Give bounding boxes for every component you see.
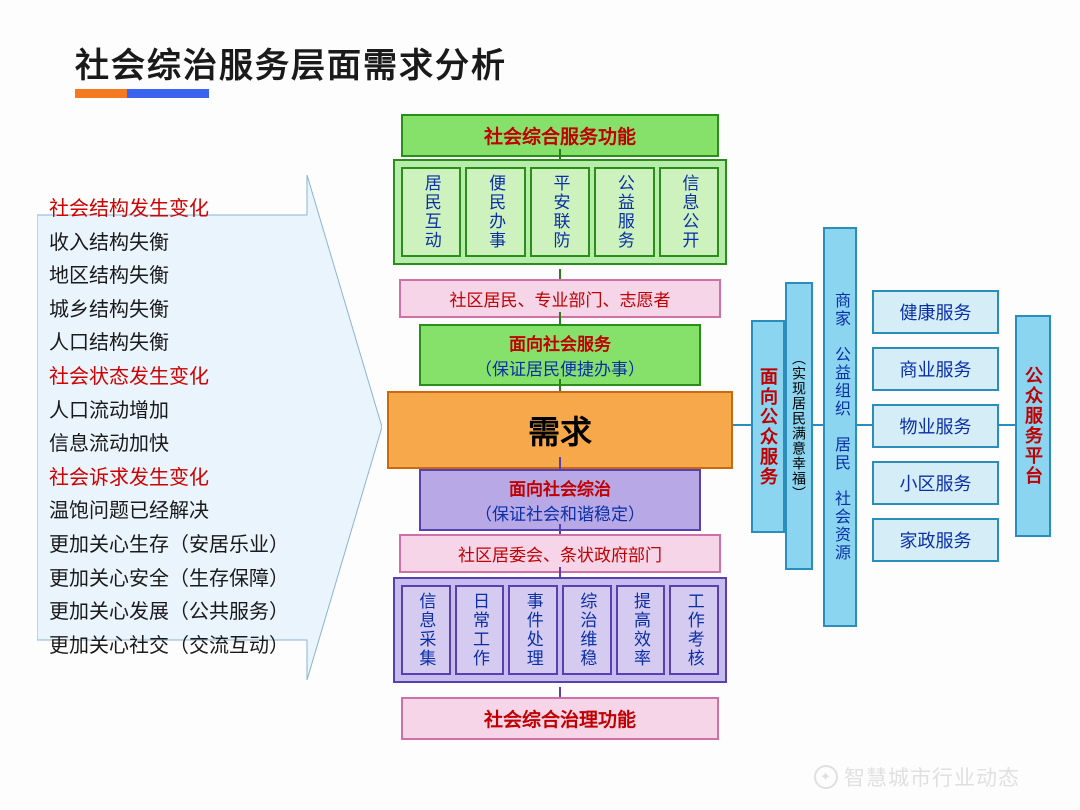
list-item: 地区结构失衡 bbox=[49, 260, 289, 294]
public-service-sub: （实现居民满意幸福） bbox=[785, 282, 813, 570]
resource-column: 商家 公益组织 居民 社会资源 bbox=[823, 227, 857, 627]
service-item: 健康服务 bbox=[872, 290, 999, 334]
page-title: 社会综治服务层面需求分析 bbox=[75, 38, 507, 87]
service-item: 物业服务 bbox=[872, 404, 999, 448]
bottom-item: 提高效率 bbox=[616, 585, 666, 675]
top-item: 平安联防 bbox=[530, 167, 590, 257]
bottom-items-container: 信息采集日常工作事件处理综治维稳提高效率工作考核 bbox=[393, 577, 727, 683]
bottom-item: 工作考核 bbox=[669, 585, 719, 675]
list-item: 社会结构发生变化 bbox=[49, 193, 289, 227]
top-item: 居民互动 bbox=[401, 167, 461, 257]
title-underline bbox=[75, 89, 209, 98]
left-arrow-panel: 社会结构发生变化收入结构失衡地区结构失衡城乡结构失衡人口结构失衡社会状态发生变化… bbox=[37, 175, 382, 680]
bottom-item: 事件处理 bbox=[508, 585, 558, 675]
service-item: 小区服务 bbox=[872, 461, 999, 505]
top-items-container: 居民互动便民办事平安联防公益服务信息公开 bbox=[393, 159, 727, 265]
list-item: 更加关心安全（生存保障） bbox=[49, 563, 289, 597]
list-item: 温饱问题已经解决 bbox=[49, 495, 289, 529]
top-item: 便民办事 bbox=[465, 167, 525, 257]
bottom-header-box: 社会综合治理功能 bbox=[401, 697, 719, 740]
svc-up-sub: （保证居民便捷办事） bbox=[421, 355, 699, 380]
bottom-item: 日常工作 bbox=[455, 585, 505, 675]
list-item: 社会诉求发生变化 bbox=[49, 462, 289, 496]
top-item: 信息公开 bbox=[659, 167, 719, 257]
svc-down-title: 面向社会综治 bbox=[421, 475, 699, 500]
list-item: 信息流动加快 bbox=[49, 428, 289, 462]
watermark: ✦ 智慧城市行业动态 bbox=[814, 762, 1020, 792]
list-item: 更加关心生存（安居乐业） bbox=[49, 529, 289, 563]
bottom-item: 信息采集 bbox=[401, 585, 451, 675]
service-item: 家政服务 bbox=[872, 518, 999, 562]
service-list: 健康服务商业服务物业服务小区服务家政服务 bbox=[872, 290, 999, 562]
list-item: 更加关心社交（交流互动） bbox=[49, 630, 289, 664]
change-list: 社会结构发生变化收入结构失衡地区结构失衡城乡结构失衡人口结构失衡社会状态发生变化… bbox=[49, 193, 289, 663]
svc-up-box: 面向社会服务 （保证居民便捷办事） bbox=[419, 324, 701, 386]
list-item: 更加关心发展（公共服务） bbox=[49, 596, 289, 630]
list-item: 社会状态发生变化 bbox=[49, 361, 289, 395]
bottom-item: 综治维稳 bbox=[562, 585, 612, 675]
list-item: 收入结构失衡 bbox=[49, 227, 289, 261]
wechat-icon: ✦ bbox=[814, 765, 838, 789]
service-item: 商业服务 bbox=[872, 347, 999, 391]
svc-down-sub: （保证社会和谐稳定） bbox=[421, 500, 699, 525]
top-item: 公益服务 bbox=[594, 167, 654, 257]
platform-title: 公众服务平台 bbox=[1015, 315, 1051, 537]
watermark-text: 智慧城市行业动态 bbox=[844, 762, 1020, 792]
list-item: 城乡结构失衡 bbox=[49, 294, 289, 328]
svc-down-box: 面向社会综治 （保证社会和谐稳定） bbox=[419, 469, 701, 531]
list-item: 人口结构失衡 bbox=[49, 327, 289, 361]
public-service-title: 面向公众服务 bbox=[751, 320, 785, 533]
list-item: 人口流动增加 bbox=[49, 395, 289, 429]
svc-up-title: 面向社会服务 bbox=[421, 330, 699, 355]
